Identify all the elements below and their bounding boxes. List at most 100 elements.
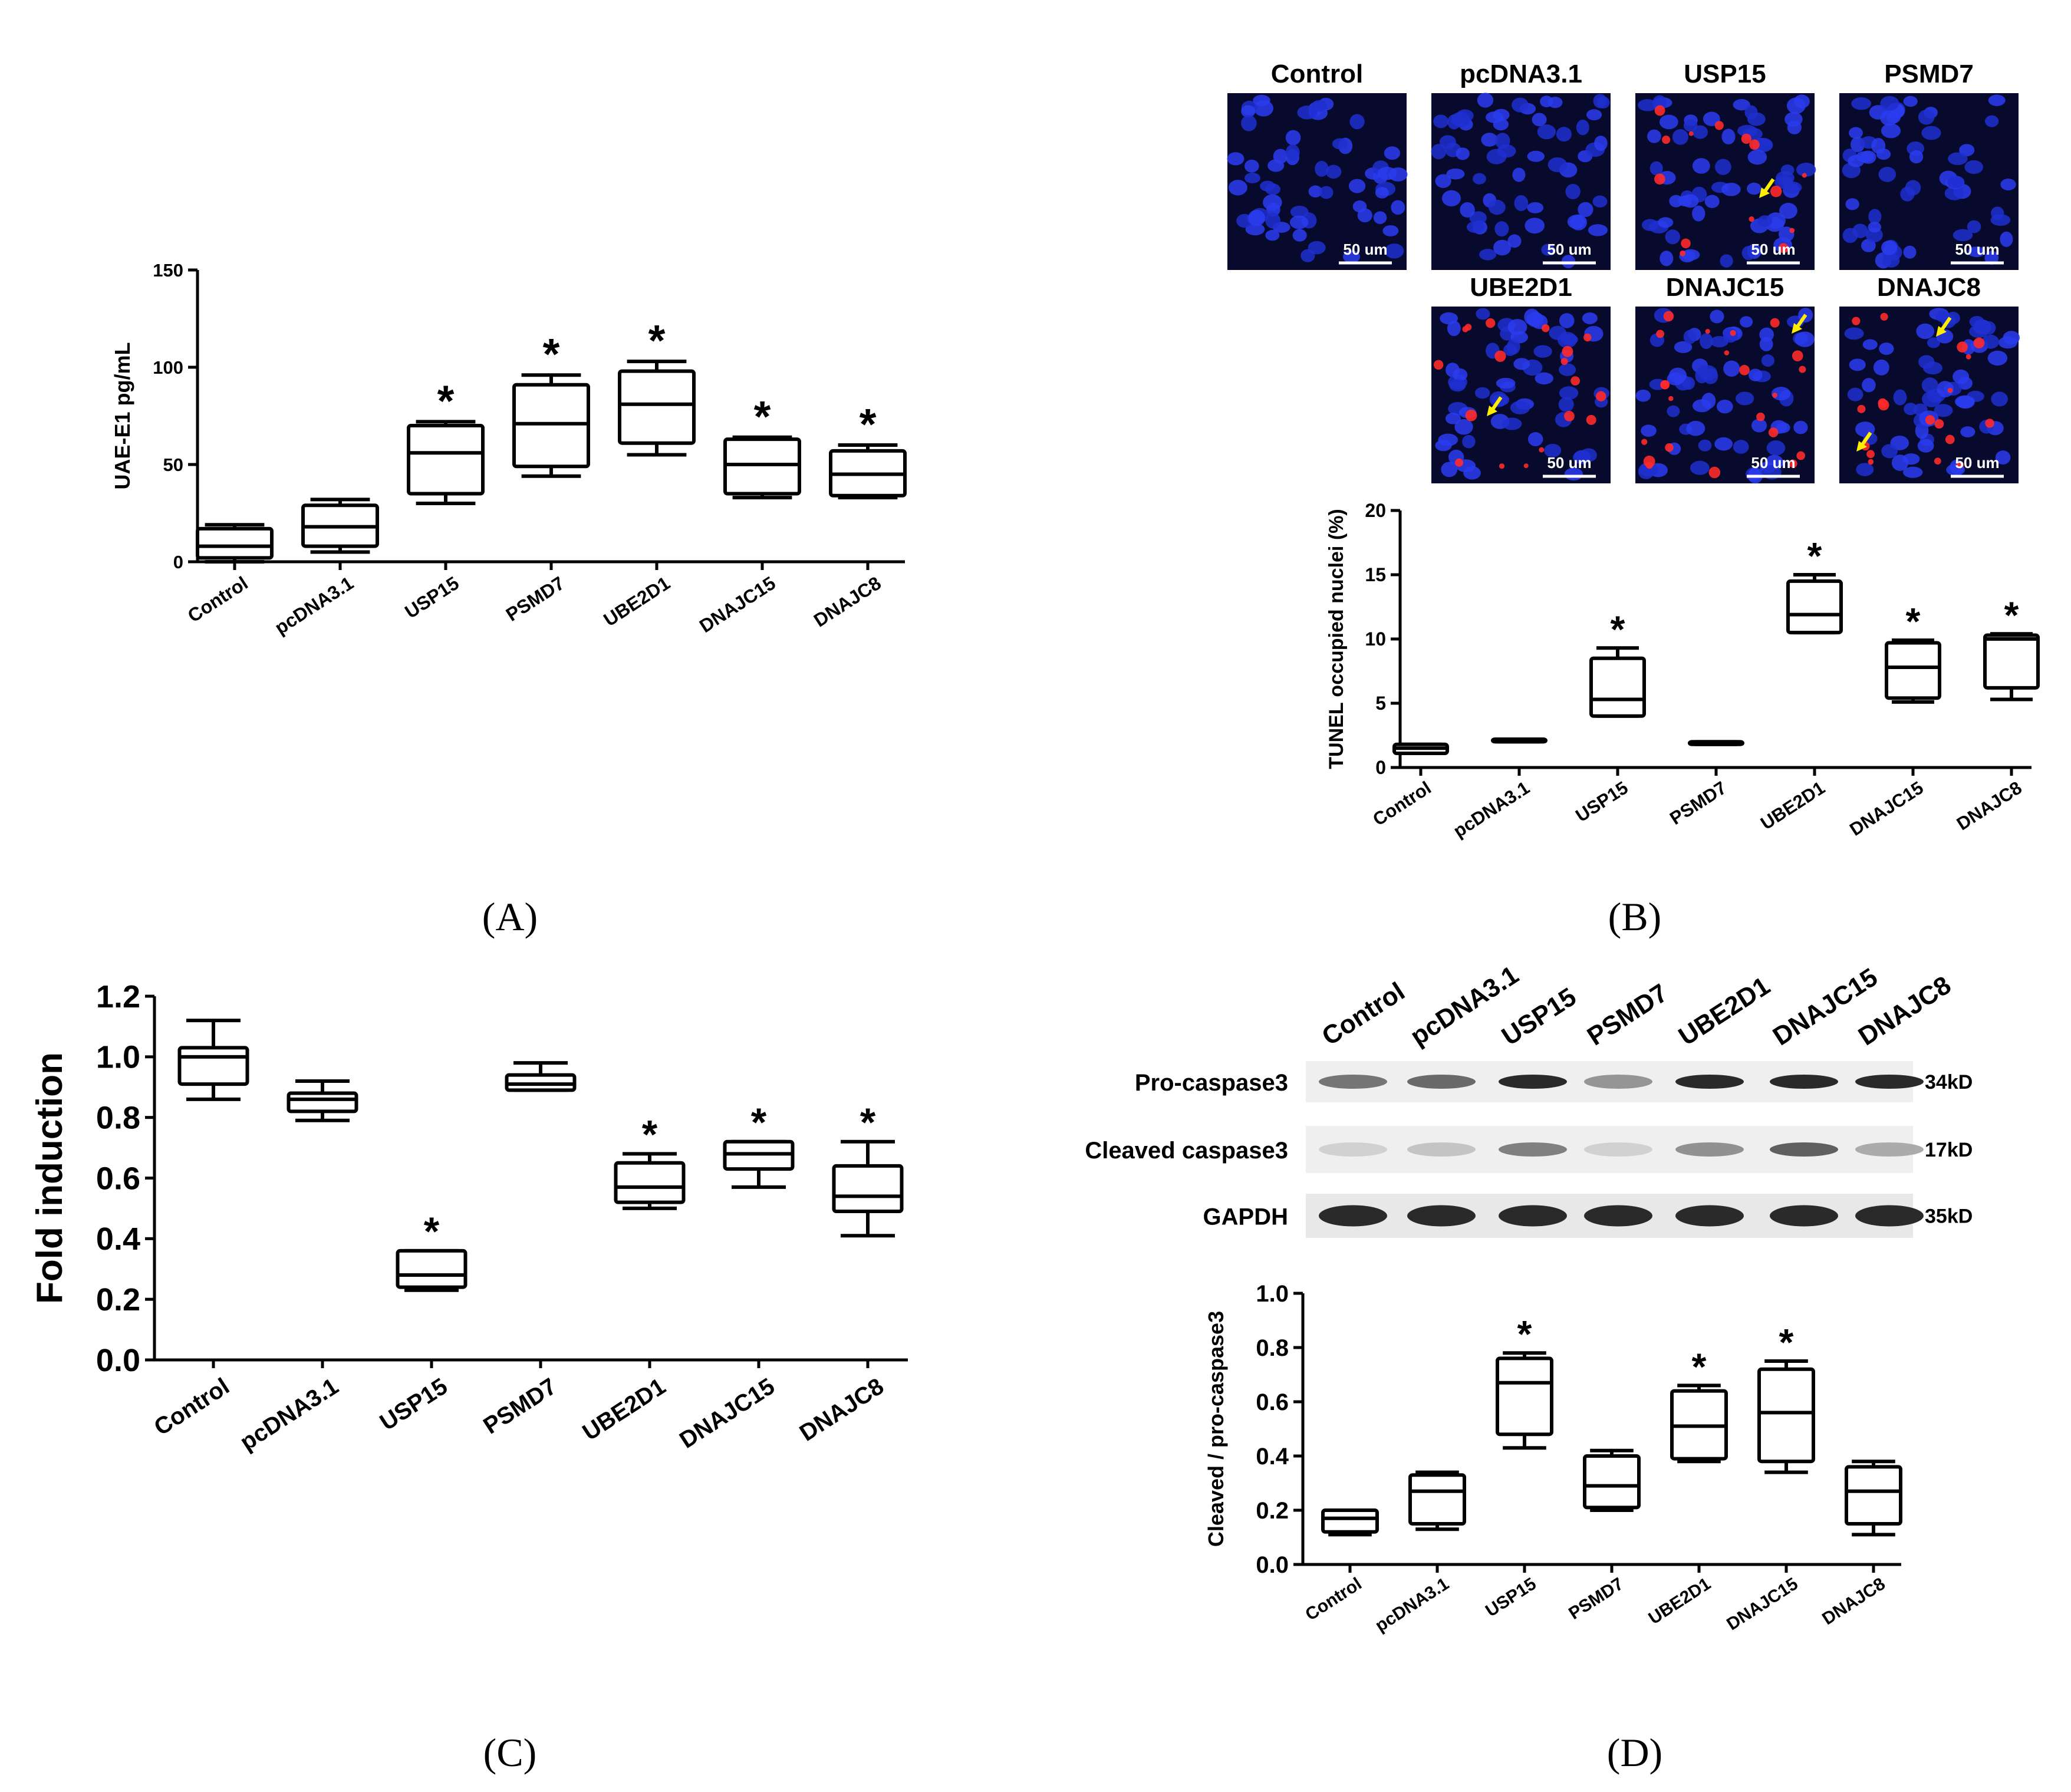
- nucleus: [1759, 337, 1773, 351]
- tunel-spot: [1705, 328, 1710, 334]
- arrow-head-icon: [1792, 323, 1802, 334]
- nucleus: [1228, 180, 1247, 196]
- tunel-spot: [1660, 380, 1670, 390]
- nucleus: [1540, 95, 1553, 108]
- nucleus: [1556, 127, 1572, 142]
- nucleus: [1265, 212, 1281, 229]
- significance-star: *: [1906, 600, 1921, 643]
- nucleus: [1783, 181, 1802, 194]
- scale-bar-label: 50 um: [1343, 241, 1387, 258]
- nucleus: [1525, 218, 1545, 234]
- nucleus: [2000, 231, 2013, 248]
- tunel-spot: [1541, 324, 1550, 332]
- lane-label: UBE2D1: [1674, 971, 1775, 1052]
- nucleus: [1953, 369, 1970, 384]
- nucleus: [1576, 119, 1589, 136]
- box: [832, 1164, 904, 1214]
- nucleus: [1842, 228, 1858, 243]
- nucleus: [1881, 240, 1898, 256]
- y-tick-label: 20: [1365, 500, 1386, 521]
- nucleus: [1847, 387, 1863, 401]
- blot-size-label: 17kD: [1925, 1139, 1973, 1161]
- nucleus: [1588, 224, 1608, 236]
- nucleus: [1488, 199, 1506, 215]
- significance-star: *: [543, 330, 560, 378]
- nucleus: [1479, 249, 1497, 261]
- box: [723, 437, 801, 496]
- tunel-spot: [1464, 324, 1472, 331]
- nucleus: [1903, 245, 1917, 259]
- nucleus: [1991, 206, 2004, 220]
- nucleus: [1954, 395, 1974, 408]
- nucleus: [1642, 219, 1658, 231]
- nucleus: [1647, 129, 1661, 143]
- nucleus: [1319, 186, 1334, 199]
- tunel-spot: [1688, 131, 1694, 136]
- nucleus: [1265, 230, 1280, 241]
- nucleus: [1692, 399, 1711, 413]
- nucleus: [1748, 368, 1763, 381]
- category-label: USP15: [376, 1373, 452, 1436]
- nucleus: [1357, 208, 1372, 223]
- scale-bar-label: 50 um: [1547, 241, 1591, 258]
- nucleus: [1784, 111, 1803, 127]
- nucleus: [1391, 200, 1405, 215]
- nucleus: [1981, 334, 1999, 349]
- blot-band: [1407, 1075, 1476, 1089]
- blot-band: [1499, 1205, 1567, 1227]
- nucleus: [1544, 443, 1562, 457]
- y-tick-label: 0.8: [1256, 1335, 1289, 1361]
- lane-label: PSMD7: [1582, 979, 1673, 1052]
- nucleus: [1844, 327, 1864, 340]
- nucleus: [1991, 391, 2008, 407]
- nucleus: [1845, 198, 1859, 210]
- tunel-spot: [1741, 133, 1751, 144]
- tunel-spot: [1956, 461, 1964, 469]
- tunel-spot: [1454, 458, 1464, 467]
- nucleus: [1766, 212, 1786, 229]
- nucleus: [1244, 159, 1259, 173]
- tunel-spot: [1465, 409, 1477, 421]
- nucleus: [1586, 109, 1602, 121]
- image-label: DNAJC8: [1877, 273, 1981, 302]
- tunel-spot: [1866, 450, 1875, 459]
- image-label: UBE2D1: [1470, 273, 1572, 302]
- nucleus: [1862, 378, 1876, 393]
- nucleus: [1453, 368, 1468, 381]
- tunel-spot: [1570, 376, 1581, 386]
- nucleus: [1454, 419, 1473, 435]
- box: [1845, 1465, 1902, 1526]
- tunel-spot: [1947, 387, 1953, 393]
- tunel-spot: [1583, 333, 1592, 342]
- significance-star: *: [2004, 594, 2019, 636]
- category-label: pcDNA3.1: [235, 1373, 343, 1456]
- blot-band: [1407, 1142, 1476, 1157]
- significance-star: *: [860, 400, 877, 449]
- nucleus: [1638, 99, 1658, 111]
- scale-bar-label: 50 um: [1955, 454, 1999, 472]
- significance-star: *: [648, 316, 666, 365]
- nucleus: [1723, 360, 1740, 377]
- nucleus: [1439, 135, 1456, 149]
- y-tick-label: 1.0: [1256, 1281, 1289, 1307]
- blot-row-label: GAPDH: [1203, 1204, 1288, 1230]
- nucleus: [1736, 391, 1754, 406]
- tunel-spot: [1789, 228, 1795, 233]
- tunel-spot: [1662, 135, 1671, 144]
- nucleus: [2000, 178, 2016, 191]
- tunel-spot: [1756, 412, 1765, 421]
- tunel-spot: [1645, 462, 1653, 469]
- nucleus: [1703, 111, 1720, 126]
- nucleus: [1868, 209, 1882, 225]
- nucleus: [1348, 179, 1366, 193]
- significance-star: *: [424, 1209, 440, 1254]
- nucleus: [1469, 211, 1487, 225]
- nucleus: [1998, 336, 2018, 349]
- panel-label-d: (D): [1607, 1730, 1662, 1775]
- tunel-spot: [1596, 391, 1606, 401]
- category-label: UBE2D1: [578, 1373, 670, 1446]
- tunel-spot: [1934, 457, 1941, 465]
- blot-band: [1407, 1205, 1476, 1227]
- chart-b: 0 5 10 15 20 TUNEL occupied nuclei (%) Control…: [1325, 500, 2040, 842]
- nucleus: [1524, 308, 1540, 325]
